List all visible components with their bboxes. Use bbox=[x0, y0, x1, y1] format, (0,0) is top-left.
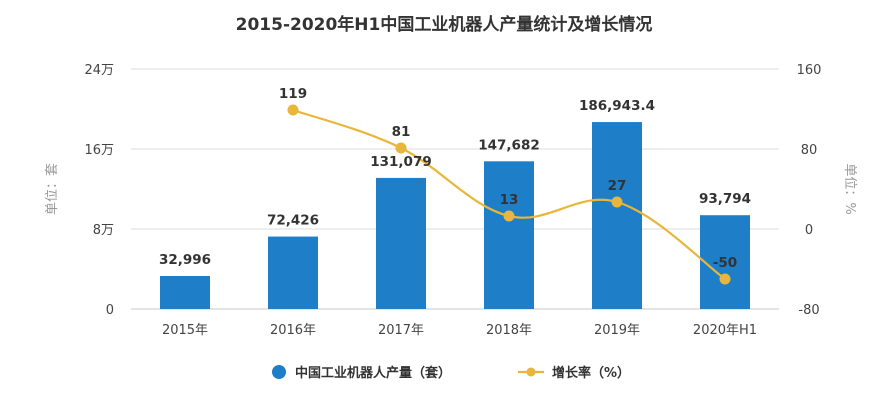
bar bbox=[268, 236, 318, 309]
left-tick-label: 16万 bbox=[84, 143, 114, 158]
legend-line-dot bbox=[526, 367, 536, 377]
right-tick-label: -80 bbox=[798, 303, 819, 318]
x-tick-label: 2016年 bbox=[270, 323, 316, 338]
growth-rate-label: -50 bbox=[713, 255, 737, 271]
growth-rate-point bbox=[395, 142, 407, 154]
left-axis: 单位：套 0 8万 16万 24万 bbox=[44, 63, 114, 318]
bar bbox=[700, 215, 750, 309]
bar bbox=[376, 177, 426, 309]
growth-rate-label: 27 bbox=[608, 178, 627, 194]
left-axis-unit: 单位：套 bbox=[44, 163, 60, 215]
growth-rate-point bbox=[611, 196, 623, 208]
growth-rate-label: 13 bbox=[500, 192, 519, 208]
bar-value-label: 32,996 bbox=[159, 252, 211, 268]
bar-value-label: 131,079 bbox=[370, 154, 432, 170]
x-tick-label: 2018年 bbox=[486, 323, 532, 338]
legend-bar-text: 中国工业机器人产量（套） bbox=[295, 365, 451, 381]
x-tick-label: 2020年H1 bbox=[693, 323, 757, 338]
bar-value-label: 93,794 bbox=[699, 191, 751, 207]
legend-bar-swatch bbox=[272, 365, 286, 379]
bars-layer bbox=[160, 122, 750, 309]
right-tick-label: 160 bbox=[797, 63, 822, 78]
grid-layer bbox=[131, 68, 779, 310]
right-tick-label: 80 bbox=[801, 143, 818, 158]
x-tick-label: 2015年 bbox=[162, 323, 208, 338]
chart-title: 2015-2020年H1中国工业机器人产量统计及增长情况 bbox=[236, 14, 653, 35]
right-tick-label: 0 bbox=[805, 223, 813, 238]
legend-line-text: 增长率（%） bbox=[552, 365, 630, 381]
growth-rate-label: 119 bbox=[279, 86, 307, 102]
bar bbox=[160, 276, 210, 309]
growth-rate-point bbox=[287, 104, 299, 116]
bar-value-label: 186,943.4 bbox=[579, 98, 655, 114]
bar bbox=[592, 122, 642, 309]
right-axis: 单位：% -80 0 80 160 bbox=[797, 63, 857, 318]
labels-layer: 32,996 72,426 131,079 147,682 186,943.4 93,79… bbox=[159, 86, 751, 271]
bar-value-label: 147,682 bbox=[478, 137, 540, 153]
bar bbox=[484, 161, 534, 309]
left-tick-label: 24万 bbox=[84, 63, 114, 78]
growth-rate-point bbox=[719, 273, 731, 285]
bar-value-label: 72,426 bbox=[267, 213, 319, 229]
x-tick-label: 2017年 bbox=[378, 323, 424, 338]
line-layer bbox=[287, 104, 731, 285]
left-tick-label: 0 bbox=[106, 303, 114, 318]
growth-rate-label: 81 bbox=[392, 124, 411, 140]
x-axis: 2015年 2016年 2017年 2018年 2019年 2020年H1 bbox=[162, 323, 757, 338]
left-tick-label: 8万 bbox=[93, 223, 114, 238]
x-tick-label: 2019年 bbox=[594, 323, 640, 338]
growth-rate-point bbox=[503, 210, 515, 222]
right-axis-unit: 单位：% bbox=[842, 163, 857, 214]
legend: 中国工业机器人产量（套） 增长率（%） bbox=[272, 365, 630, 381]
